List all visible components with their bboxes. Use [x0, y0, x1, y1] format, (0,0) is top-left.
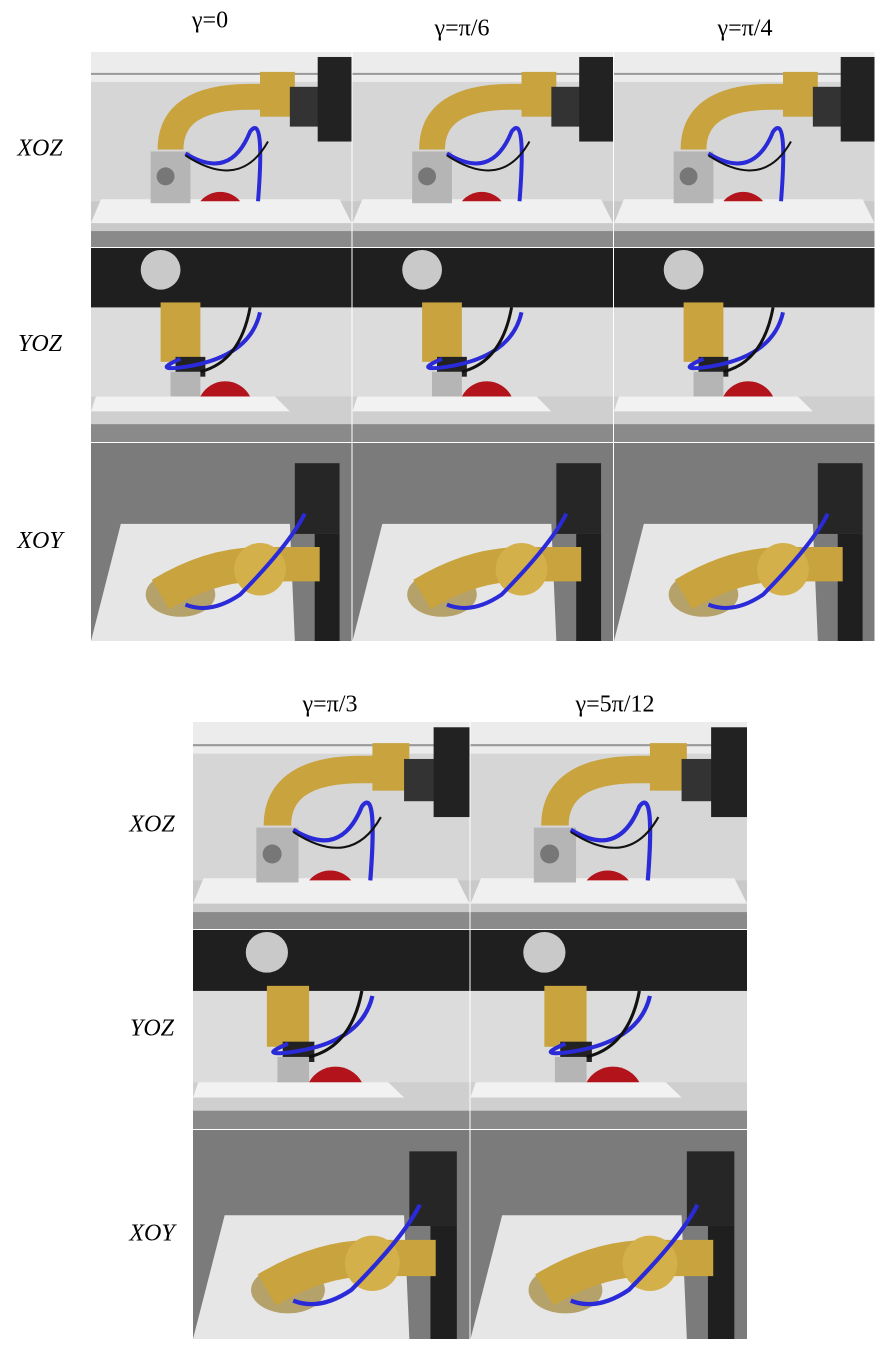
- row-label: XOY: [16, 528, 65, 554]
- photo-panel: [614, 52, 875, 247]
- photo-panel: [471, 722, 748, 929]
- column-label: γ=π/6: [434, 16, 490, 42]
- figure: γ=0 γ=π/6 γ=π/4 XOZ YOZ XOY γ=π/3 γ=5π/12 XOZ YOZ…: [0, 0, 878, 1348]
- photo-panel: [614, 248, 875, 442]
- row-label: XOZ: [16, 136, 63, 162]
- photo-panel: [193, 930, 470, 1129]
- column-label: γ=π/4: [717, 16, 773, 42]
- column-label: γ=0: [191, 8, 228, 34]
- photo-panel: [353, 52, 614, 247]
- photo-panel: [91, 443, 352, 641]
- photo-panel: [91, 52, 352, 247]
- row-label: XOZ: [128, 812, 175, 838]
- photo-panel: [353, 443, 614, 641]
- photo-panel: [614, 443, 875, 641]
- photo-panel: [353, 248, 614, 442]
- photo-panel: [193, 722, 470, 929]
- photo-panel: [91, 248, 352, 442]
- row-label: YOZ: [130, 1016, 175, 1042]
- photo-panel: [471, 1130, 748, 1339]
- row-label: XOY: [128, 1221, 177, 1247]
- column-label: γ=5π/12: [575, 692, 655, 718]
- column-label: γ=π/3: [302, 692, 358, 718]
- row-label: YOZ: [18, 331, 63, 357]
- photo-panel: [471, 930, 748, 1129]
- photo-panel: [193, 1130, 470, 1339]
